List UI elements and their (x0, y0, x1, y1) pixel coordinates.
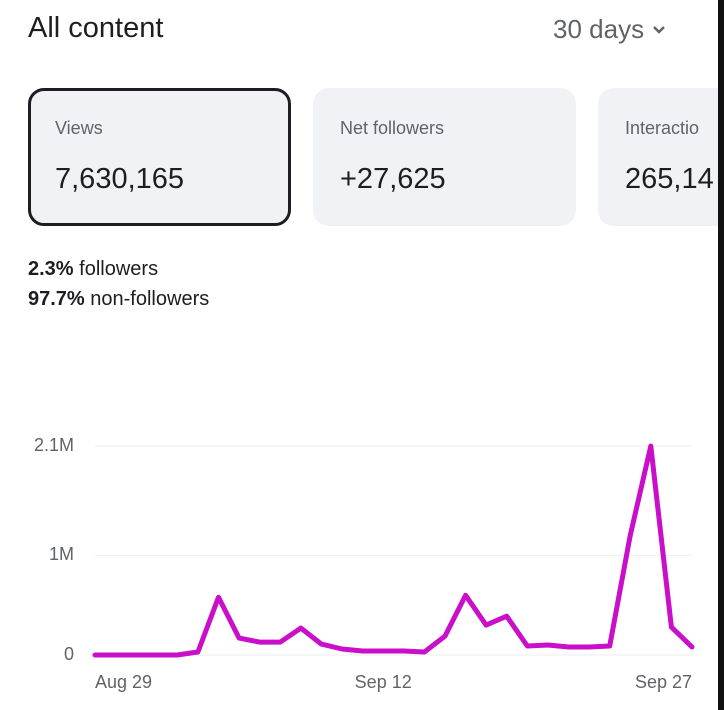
chevron (653, 25, 665, 34)
card[interactable]: Views 7,630,165 (28, 88, 291, 226)
y-tick-label: 0 (64, 644, 74, 664)
card[interactable]: Net followers +27,625 (313, 88, 576, 226)
card-label: Interactio (625, 118, 700, 138)
line (92, 443, 695, 658)
range-dropdown[interactable]: 30 days (553, 14, 666, 45)
audience-percent: 2.3% (28, 258, 74, 280)
y-tick-label: 2.1M (34, 435, 74, 455)
audience-percent: 97.7% (28, 288, 85, 310)
range-label: 30 days (553, 14, 645, 44)
x-tick-label: Sep 12 (355, 672, 412, 692)
audience-row: 2.3% followers (28, 258, 158, 281)
card-label: Views (55, 118, 103, 138)
card-value: 265,14 (625, 163, 714, 195)
page-title: All content (28, 12, 164, 44)
audience-label: non-followers (90, 288, 210, 310)
x-tick-label: Aug 29 (95, 672, 152, 692)
audience-row: 97.7% non-followers (28, 288, 209, 311)
audience-label: followers (79, 258, 159, 280)
card-value: 7,630,165 (55, 163, 185, 195)
y-tick-label: 1M (49, 544, 74, 564)
card-value: +27,625 (340, 163, 446, 195)
screen-edge (718, 0, 724, 710)
card-label: Net followers (340, 118, 445, 138)
x-tick-label: Sep 27 (635, 672, 692, 692)
cards: Views 7,630,165 Net followers +27,625 In… (0, 0, 724, 240)
card[interactable]: Interactio 265,14 (598, 88, 724, 226)
